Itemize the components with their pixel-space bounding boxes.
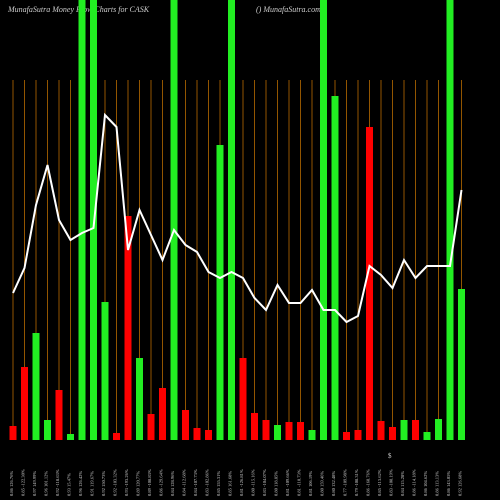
x-tick-label: 0.89 -108.83%: [147, 469, 152, 496]
x-tick-label: 0.79 -108.31%: [354, 469, 359, 496]
bar: [458, 289, 465, 440]
x-tick-label: 0.81 -110.73%: [297, 469, 302, 496]
bar: [412, 420, 419, 440]
x-tick-label: 0.91 119.67%: [90, 471, 95, 496]
chart-title: MunafaSutra Money Flow Charts for CASK: [7, 5, 150, 14]
bar: [124, 216, 132, 440]
x-tick-label: 0.83 -102.86%: [205, 469, 210, 496]
x-tick-label: 0.89 120.77%: [136, 471, 141, 496]
bar: [170, 0, 178, 440]
x-tick-label: 0.77 -109.98%: [343, 469, 348, 496]
bar: [147, 414, 155, 440]
annotation: $: [388, 452, 392, 460]
x-tick-label: 0.92 -103.32%: [113, 469, 118, 496]
bar: [331, 96, 339, 440]
bar: [228, 0, 235, 440]
x-tick-label: 0.80 159.46%: [320, 471, 325, 496]
bar: [182, 410, 189, 440]
bar: [216, 145, 224, 440]
x-tick-label: 0.80 -115.16%: [251, 469, 256, 496]
x-tick-label: 0.81 -109.66%: [285, 469, 290, 496]
bar: [446, 0, 454, 440]
chart-subtitle: () MunafaSutra.com: [256, 5, 321, 14]
bar: [320, 0, 327, 440]
bar: [159, 388, 166, 440]
x-tick-label: 0.83 -104.07%: [262, 469, 267, 496]
x-tick-label: 0.86 -168.76%: [366, 469, 371, 496]
bar: [274, 425, 281, 440]
bar: [297, 422, 304, 440]
x-tick-label: 0.85 -122.30%: [21, 469, 26, 496]
x-tick-label: 0.84 -107.73%: [193, 469, 198, 496]
bar: [377, 421, 385, 440]
bar: [262, 420, 270, 440]
x-tick-label: 0.92 126.68%: [458, 471, 463, 496]
x-tick-label: 0.86 143.05%: [446, 471, 451, 496]
bar: [239, 358, 247, 440]
bar: [285, 422, 293, 440]
x-tick-label: 0.84 128.96%: [170, 471, 175, 496]
x-tick-label: 0.80 132.48%: [331, 471, 336, 496]
x-tick-label: 0.83 -108.19%: [389, 469, 394, 496]
x-tick-label: 0.86 126.76%: [9, 471, 14, 496]
x-tick-label: 0.93 15.47%: [67, 473, 72, 496]
x-tick-label: 0.86 113.13%: [435, 471, 440, 496]
bar: [113, 433, 120, 440]
bar: [423, 432, 431, 440]
x-tick-label: 0.96 101.12%: [44, 471, 49, 496]
bar: [400, 420, 408, 440]
x-tick-label: 0.86 -129.64%: [159, 469, 164, 496]
bar: [205, 430, 212, 440]
x-tick-label: 0.86 104.62%: [423, 471, 428, 496]
bar: [366, 127, 373, 440]
bar: [55, 390, 63, 440]
bar: [21, 367, 28, 440]
bar: [78, 0, 86, 440]
bar: [354, 430, 362, 440]
x-tick-label: 0.85 161.68%: [228, 471, 233, 496]
bar: [9, 426, 17, 440]
bar: [308, 430, 316, 440]
x-tick-label: 0.81 106.19%: [308, 471, 313, 496]
bar: [136, 358, 143, 440]
x-tick-label: 0.85 155.31%: [216, 471, 221, 496]
bar: [193, 428, 201, 440]
bar: [251, 413, 258, 440]
x-tick-label: 0.93 -193.26%: [124, 469, 129, 496]
bar: [32, 333, 40, 440]
bar: [435, 419, 442, 440]
bar: [101, 302, 109, 440]
money-flow-line: [12, 112, 463, 324]
bar: [67, 434, 74, 440]
bar: [343, 432, 350, 440]
x-tick-label: 0.80 118.85%: [274, 471, 279, 496]
x-tick-label: 0.86 -114.18%: [412, 469, 417, 496]
x-tick-label: 0.81 -126.81%: [239, 469, 244, 496]
x-tick-label: 0.92 150.73%: [101, 471, 106, 496]
x-tick-label: 0.97 149.99%: [32, 471, 37, 496]
x-tick-label: 0.92 -118.63%: [55, 469, 60, 496]
x-tick-label: 0.85 -113.62%: [377, 469, 382, 496]
x-tick-label: 0.84 -112.68%: [182, 469, 187, 496]
bar: [44, 420, 51, 440]
x-tick-label: 0.96 126.42%: [78, 471, 83, 496]
x-tick-label: 0.84 115.28%: [400, 471, 405, 496]
bar: [389, 427, 396, 440]
